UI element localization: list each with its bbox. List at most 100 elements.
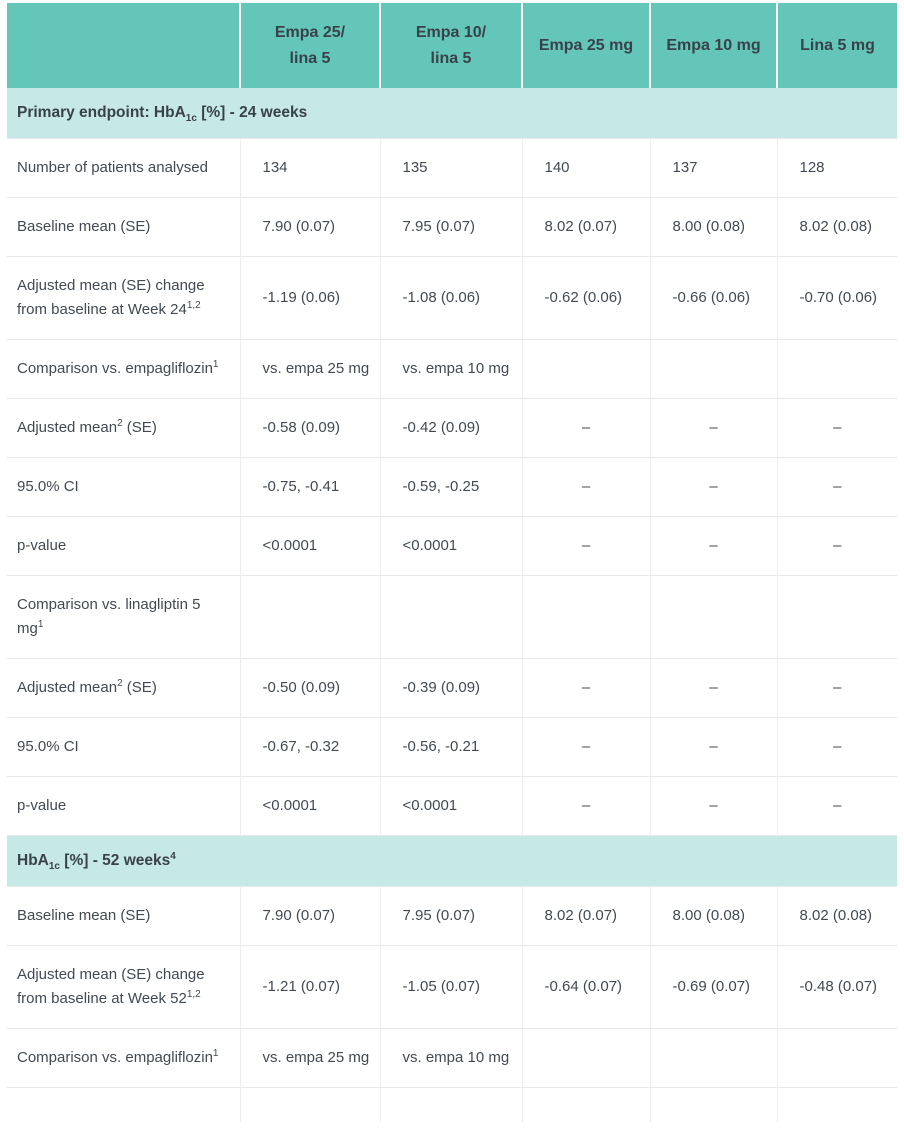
data-cell: -0.62 (0.06) — [522, 256, 651, 340]
data-cell: -0.75, -0.41 — [240, 457, 381, 517]
table-body: Primary endpoint: HbA1c [%] - 24 weeks Nu… — [7, 88, 897, 1122]
data-cell: vs. empa 25 mg — [240, 1028, 381, 1088]
data-cell: – — [777, 457, 897, 517]
data-cell: 8.02 (0.07) — [522, 886, 651, 946]
data-cell: vs. empa 25 mg — [240, 339, 381, 399]
data-cell — [522, 1028, 651, 1088]
row-label: 95.0% CI — [7, 457, 241, 517]
data-cell: -0.42 (0.09) — [380, 398, 523, 458]
data-cell — [522, 575, 651, 659]
table-row: Comparison vs. empagliflozin1 vs. empa 25… — [7, 339, 897, 399]
row-label: Adjusted mean (SE) change from baseline … — [7, 256, 241, 340]
section-header-label: HbA1c [%] - 52 weeks4 — [7, 835, 897, 887]
data-cell: – — [650, 658, 778, 718]
data-cell: -1.08 (0.06) — [380, 256, 523, 340]
data-cell: – — [777, 717, 897, 777]
data-cell: – — [522, 717, 651, 777]
data-cell: – — [777, 776, 897, 836]
row-label: Comparison vs. linagliptin 5 mg1 — [7, 575, 241, 659]
data-cell: 137 — [650, 138, 778, 198]
data-cell: -1.19 (0.06) — [240, 256, 381, 340]
data-cell: 7.95 (0.07) — [380, 886, 523, 946]
data-cell: 7.90 (0.07) — [240, 886, 381, 946]
row-label: Comparison vs. empagliflozin1 — [7, 339, 241, 399]
column-header: Lina 5 mg — [777, 3, 897, 88]
data-cell: -0.58 (0.09) — [240, 398, 381, 458]
data-cell: <0.0001 — [240, 516, 381, 576]
table-row: p-value <0.0001 <0.0001– – – — [7, 776, 897, 836]
data-cell: – — [522, 398, 651, 458]
data-cell: -0.50 (0.09) — [240, 658, 381, 718]
data-cell — [240, 1087, 381, 1122]
table-row: 95.0% CI -0.75, -0.41 -0.59, -0.25– – – — [7, 457, 897, 517]
data-cell: – — [522, 776, 651, 836]
results-table: Empa 25/lina 5 Empa 10/lina 5 Empa 25 mg Em… — [7, 3, 897, 1122]
table-row: 95.0% CI -0.67, -0.32 -0.56, -0.21– – – — [7, 717, 897, 777]
table-row: Adjusted mean (SE) change from baseline … — [7, 256, 897, 340]
table-row: Comparison vs. empagliflozin1 vs. empa 25… — [7, 1028, 897, 1088]
data-cell: <0.0001 — [380, 516, 523, 576]
data-cell: – — [650, 398, 778, 458]
row-label: Baseline mean (SE) — [7, 197, 241, 257]
data-cell: 128 — [777, 138, 897, 198]
row-label: Number of patients analysed — [7, 138, 241, 198]
data-cell: -1.21 (0.07) — [240, 945, 381, 1029]
table-row: Adjusted mean2 (SE) -0.58 (0.09) -0.42 (0.… — [7, 398, 897, 458]
data-cell: -0.66 (0.06) — [650, 256, 778, 340]
data-cell: – — [777, 658, 897, 718]
data-cell: 134 — [240, 138, 381, 198]
data-cell — [650, 339, 778, 399]
data-cell — [380, 575, 523, 659]
table-row: Baseline mean (SE) 7.90 (0.07) 7.95 (0.07)… — [7, 886, 897, 946]
data-cell: <0.0001 — [380, 776, 523, 836]
data-cell: – — [650, 776, 778, 836]
data-cell: -0.48 (0.07) — [777, 945, 897, 1029]
table-header: Empa 25/lina 5 Empa 10/lina 5 Empa 25 mg Em… — [7, 3, 897, 88]
data-cell — [777, 575, 897, 659]
data-cell: 140 — [522, 138, 651, 198]
row-label — [7, 1087, 241, 1122]
column-header: Empa 25/lina 5 — [240, 3, 381, 88]
data-cell: – — [650, 717, 778, 777]
data-cell: – — [522, 457, 651, 517]
table-row: Adjusted mean2 (SE) -0.50 (0.09) -0.39 (0.… — [7, 658, 897, 718]
row-label: 95.0% CI — [7, 717, 241, 777]
table-row: Baseline mean (SE) 7.90 (0.07) 7.95 (0.07)… — [7, 197, 897, 257]
data-cell — [380, 1087, 523, 1122]
data-cell: 8.00 (0.08) — [650, 886, 778, 946]
data-cell: – — [777, 398, 897, 458]
table-row: Adjusted mean (SE) change from baseline … — [7, 945, 897, 1029]
data-cell — [777, 339, 897, 399]
data-cell: – — [650, 457, 778, 517]
data-cell: – — [777, 516, 897, 576]
data-cell — [650, 1028, 778, 1088]
column-header: Empa 10 mg — [650, 3, 778, 88]
data-cell: -0.70 (0.06) — [777, 256, 897, 340]
data-cell: <0.0001 — [240, 776, 381, 836]
data-cell: – — [522, 516, 651, 576]
data-cell — [777, 1087, 897, 1122]
row-label: p-value — [7, 776, 241, 836]
data-cell: -0.64 (0.07) — [522, 945, 651, 1029]
data-cell: 8.00 (0.08) — [650, 197, 778, 257]
row-label: p-value — [7, 516, 241, 576]
data-cell: 8.02 (0.08) — [777, 197, 897, 257]
table-row: Comparison vs. linagliptin 5 mg1 — [7, 575, 897, 659]
column-header: Empa 10/lina 5 — [380, 3, 523, 88]
column-header: Empa 25 mg — [522, 3, 651, 88]
data-cell: 8.02 (0.07) — [522, 197, 651, 257]
data-cell: vs. empa 10 mg — [380, 339, 523, 399]
section-header-row: Primary endpoint: HbA1c [%] - 24 weeks — [7, 88, 897, 139]
data-cell: -0.59, -0.25 — [380, 457, 523, 517]
data-cell: – — [650, 516, 778, 576]
header-row: Empa 25/lina 5 Empa 10/lina 5 Empa 25 mg Em… — [7, 3, 897, 88]
data-cell: vs. empa 10 mg — [380, 1028, 523, 1088]
data-cell — [240, 575, 381, 659]
table-row: p-value <0.0001 <0.0001– – – — [7, 516, 897, 576]
row-label: Adjusted mean2 (SE) — [7, 398, 241, 458]
column-header — [7, 3, 241, 88]
data-cell: -0.56, -0.21 — [380, 717, 523, 777]
data-cell: -1.05 (0.07) — [380, 945, 523, 1029]
data-cell: 135 — [380, 138, 523, 198]
